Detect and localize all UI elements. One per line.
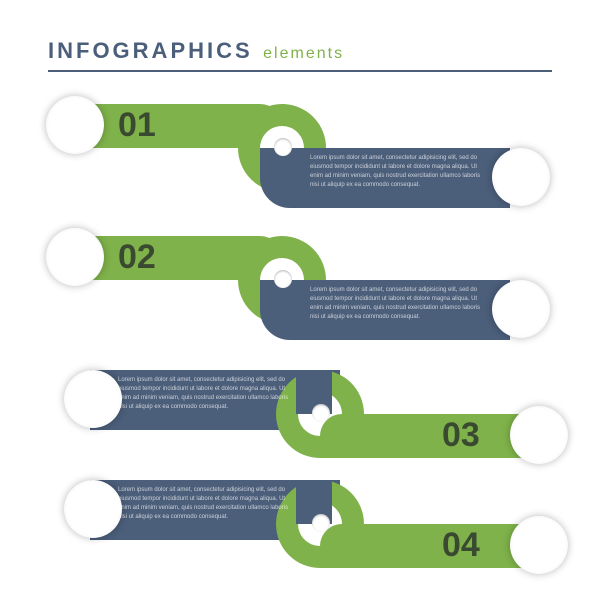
step-3-lorem: Lorem ipsum dolor sit amet, consectetur …	[118, 376, 293, 412]
step-2-number: 02	[118, 238, 156, 277]
header-rule	[48, 70, 552, 72]
step-3-green-ribbon	[320, 414, 530, 458]
step-3-right-endcap	[510, 406, 568, 464]
step-2-right-endcap	[492, 280, 550, 338]
step-1-left-endcap	[46, 96, 104, 154]
header-title: INFOGRAPHICS	[48, 38, 253, 63]
step-2-lorem-b: Lorem ipsum dolor sit amet, consectetur …	[310, 286, 485, 322]
step-1-lorem: Lorem ipsum dolor sit amet, consectetur …	[310, 154, 485, 190]
step-2-left-endcap	[46, 228, 104, 286]
step-3-loop-hole	[312, 404, 330, 422]
step-1-loop-hole	[274, 138, 292, 156]
step-3-number: 03	[442, 416, 480, 455]
step-1-right-endcap	[492, 148, 550, 206]
step-4-right-endcap	[510, 516, 568, 574]
header-subtitle: elements	[263, 45, 344, 62]
infographic-stage: 01 Lorem ipsum dolor sit amet, consectet…	[0, 80, 600, 600]
step-2-loop-hole	[274, 270, 292, 288]
step-4-green-ribbon	[320, 524, 530, 568]
step-4-loop-hole	[312, 514, 330, 532]
step-1-number: 01	[118, 106, 156, 145]
header: INFOGRAPHICS elements	[48, 38, 552, 72]
step-4-left-endcap	[64, 480, 122, 538]
step-4-number: 04	[442, 526, 480, 565]
step-3-left-endcap	[64, 370, 122, 428]
step-4-lorem: Lorem ipsum dolor sit amet, consectetur …	[118, 486, 293, 522]
